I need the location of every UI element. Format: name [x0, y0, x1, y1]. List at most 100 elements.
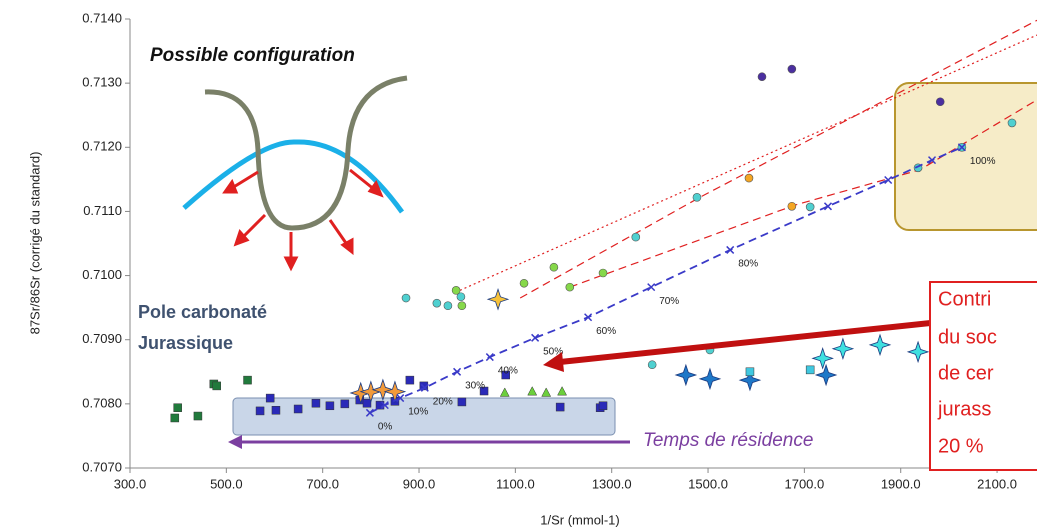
- point: [811, 347, 834, 370]
- point: [868, 333, 892, 357]
- x-tick-label: 500.0: [210, 476, 243, 491]
- y-tick-label: 0.7100: [82, 267, 122, 282]
- point: [420, 383, 429, 392]
- mixing-line: [369, 146, 963, 414]
- point: [432, 298, 442, 308]
- point: [814, 363, 838, 387]
- point: [443, 301, 453, 311]
- point: [265, 393, 275, 403]
- point: [787, 64, 797, 74]
- annotation: du soc: [938, 326, 997, 348]
- point: [243, 375, 252, 385]
- point: [757, 72, 767, 82]
- point: [831, 337, 855, 360]
- schematic: [182, 75, 408, 272]
- point: [726, 245, 735, 254]
- x-axis-label: 1/Sr (mmol-1): [540, 512, 619, 527]
- x-tick-label: 1300.0: [592, 476, 632, 491]
- contribution-box: [929, 281, 1037, 471]
- annotation: Contri: [938, 288, 991, 310]
- point: [405, 375, 415, 385]
- point: [698, 367, 722, 391]
- x-tick-label: 300.0: [114, 476, 147, 491]
- point: [647, 360, 657, 370]
- y-tick-label: 0.7120: [82, 139, 122, 154]
- point: [365, 408, 374, 417]
- point: [674, 363, 698, 387]
- point: [457, 397, 467, 407]
- y-axis-label: 87Sr/86Sr (corrigé du standard): [27, 152, 42, 335]
- x-tick-label: 1500.0: [688, 476, 728, 491]
- point: [396, 394, 405, 403]
- point-label: 70%: [659, 296, 679, 307]
- point: [906, 340, 930, 364]
- point: [451, 286, 461, 295]
- x-tick-label: 1100.0: [496, 476, 535, 491]
- y-tick-label: 0.7070: [82, 459, 122, 474]
- point: [598, 268, 608, 278]
- point: [598, 401, 608, 411]
- annotation: Possible configuration: [150, 45, 355, 66]
- point: [549, 262, 559, 272]
- x-tick-label: 700.0: [306, 476, 339, 491]
- point: [271, 406, 281, 415]
- point: [884, 175, 893, 185]
- point-label: 20%: [433, 396, 453, 407]
- point: [738, 368, 762, 392]
- point: [311, 398, 321, 408]
- point: [325, 401, 335, 411]
- point: [631, 232, 641, 242]
- point: [787, 201, 797, 211]
- reference-line: [569, 99, 1037, 288]
- annotation: jurass: [937, 398, 991, 420]
- point: [935, 97, 945, 107]
- point-label: 30%: [465, 380, 485, 391]
- point: [170, 413, 180, 423]
- annotation: Temps de résidence: [643, 430, 813, 451]
- x-tick-label: 1900.0: [881, 476, 921, 491]
- point: [293, 404, 303, 414]
- point: [486, 288, 510, 311]
- point-label: 10%: [408, 407, 428, 418]
- residence-arrow: [228, 435, 630, 449]
- point: [371, 378, 395, 402]
- point: [479, 386, 489, 396]
- point: [453, 367, 462, 376]
- point: [501, 370, 510, 380]
- y-tick-label: 0.7130: [82, 75, 122, 90]
- point: [380, 401, 389, 410]
- point: [805, 365, 815, 375]
- point: [173, 403, 182, 412]
- annotation: Pole carbonaté: [138, 302, 267, 322]
- y-tick-label: 0.7140: [82, 10, 122, 25]
- point: [557, 386, 568, 396]
- point: [193, 411, 203, 421]
- y-tick-label: 0.7080: [82, 395, 122, 410]
- point: [485, 353, 494, 362]
- point: [647, 283, 656, 292]
- point: [823, 202, 833, 211]
- point: [401, 293, 411, 303]
- x-tick-label: 2100.0: [977, 476, 1017, 491]
- point-label: 100%: [970, 156, 996, 167]
- point: [362, 398, 372, 408]
- point: [456, 292, 466, 302]
- point: [457, 301, 467, 311]
- point: [383, 380, 407, 403]
- annotation: 20 %: [938, 435, 984, 457]
- reference-line: [459, 34, 1037, 291]
- point: [565, 282, 575, 292]
- point: [584, 313, 593, 322]
- point-label: 40%: [498, 366, 518, 377]
- contribution-arrow: [543, 319, 941, 372]
- point: [499, 387, 510, 397]
- point: [805, 202, 815, 212]
- point: [541, 387, 552, 397]
- point: [212, 381, 221, 391]
- point: [519, 278, 529, 288]
- annotation: Jurassique: [138, 333, 233, 353]
- point: [340, 399, 350, 409]
- point: [555, 402, 565, 412]
- point: [744, 173, 754, 183]
- point: [928, 156, 937, 165]
